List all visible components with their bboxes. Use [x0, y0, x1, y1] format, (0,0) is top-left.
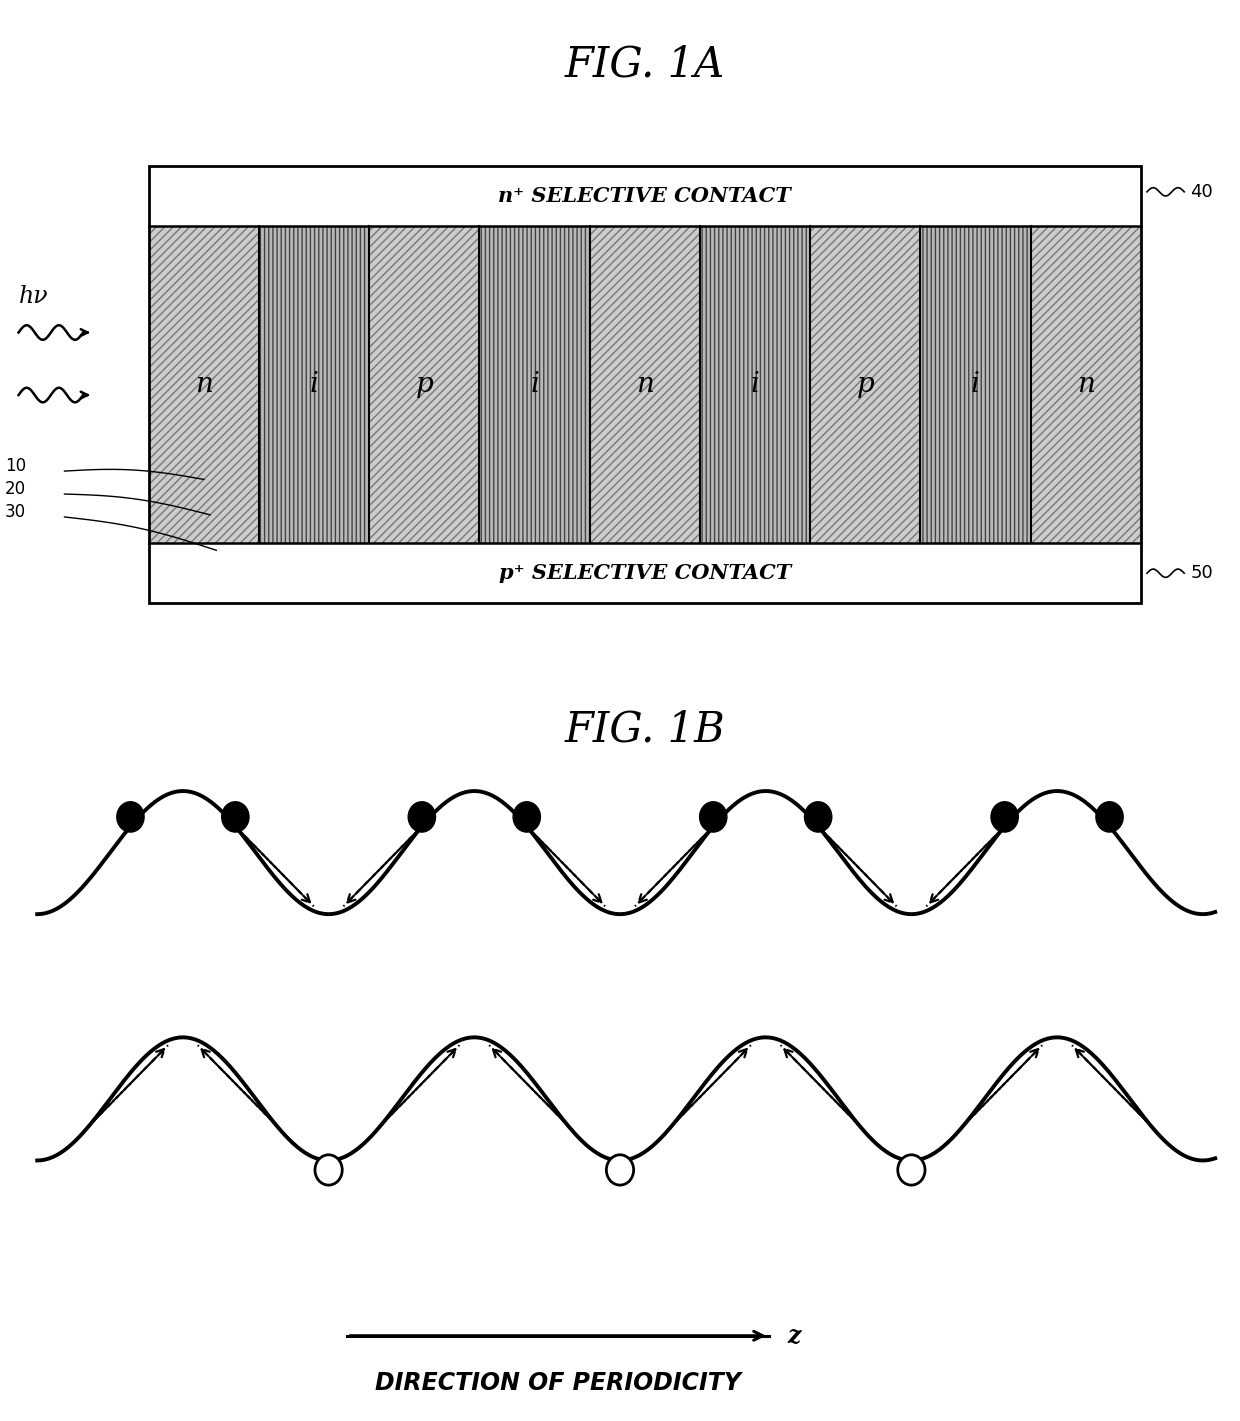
Text: DIRECTION OF PERIODICITY: DIRECTION OF PERIODICITY [374, 1371, 742, 1395]
Text: n: n [636, 371, 653, 398]
Text: FIG. 1B: FIG. 1B [564, 709, 725, 750]
Bar [699, 226, 810, 543]
Text: i: i [531, 371, 539, 398]
Bar [590, 226, 699, 543]
Ellipse shape [408, 801, 435, 833]
Text: 20: 20 [5, 480, 26, 497]
Bar [370, 226, 480, 543]
Text: n: n [1076, 371, 1095, 398]
Bar [149, 543, 1141, 604]
Bar [480, 226, 590, 543]
Text: n⁺ SELECTIVE CONTACT: n⁺ SELECTIVE CONTACT [498, 186, 791, 206]
Bar [259, 226, 370, 543]
Text: 40: 40 [1190, 183, 1213, 200]
Ellipse shape [117, 801, 144, 833]
Text: n: n [195, 371, 213, 398]
Ellipse shape [315, 1155, 342, 1185]
Bar [810, 226, 920, 543]
Text: FIG. 1A: FIG. 1A [564, 44, 725, 85]
Text: p: p [415, 371, 433, 398]
Bar [149, 226, 259, 543]
Text: 10: 10 [5, 458, 26, 475]
Ellipse shape [805, 801, 832, 833]
Bar [149, 166, 1141, 604]
Text: 50: 50 [1190, 564, 1213, 583]
Ellipse shape [606, 1155, 634, 1185]
Ellipse shape [991, 801, 1018, 833]
Text: 30: 30 [5, 503, 26, 520]
Bar [920, 226, 1030, 543]
Text: i: i [971, 371, 980, 398]
Text: z: z [787, 1324, 801, 1347]
Ellipse shape [898, 1155, 925, 1185]
Text: i: i [750, 371, 759, 398]
Text: p: p [857, 371, 874, 398]
Text: hν: hν [19, 284, 48, 307]
Ellipse shape [513, 801, 541, 833]
Ellipse shape [1096, 801, 1123, 833]
Ellipse shape [222, 801, 249, 833]
Text: p⁺ SELECTIVE CONTACT: p⁺ SELECTIVE CONTACT [498, 563, 791, 583]
Bar [1030, 226, 1141, 543]
Ellipse shape [699, 801, 727, 833]
Bar [149, 226, 1141, 543]
Text: i: i [310, 371, 319, 398]
Bar [149, 166, 1141, 226]
